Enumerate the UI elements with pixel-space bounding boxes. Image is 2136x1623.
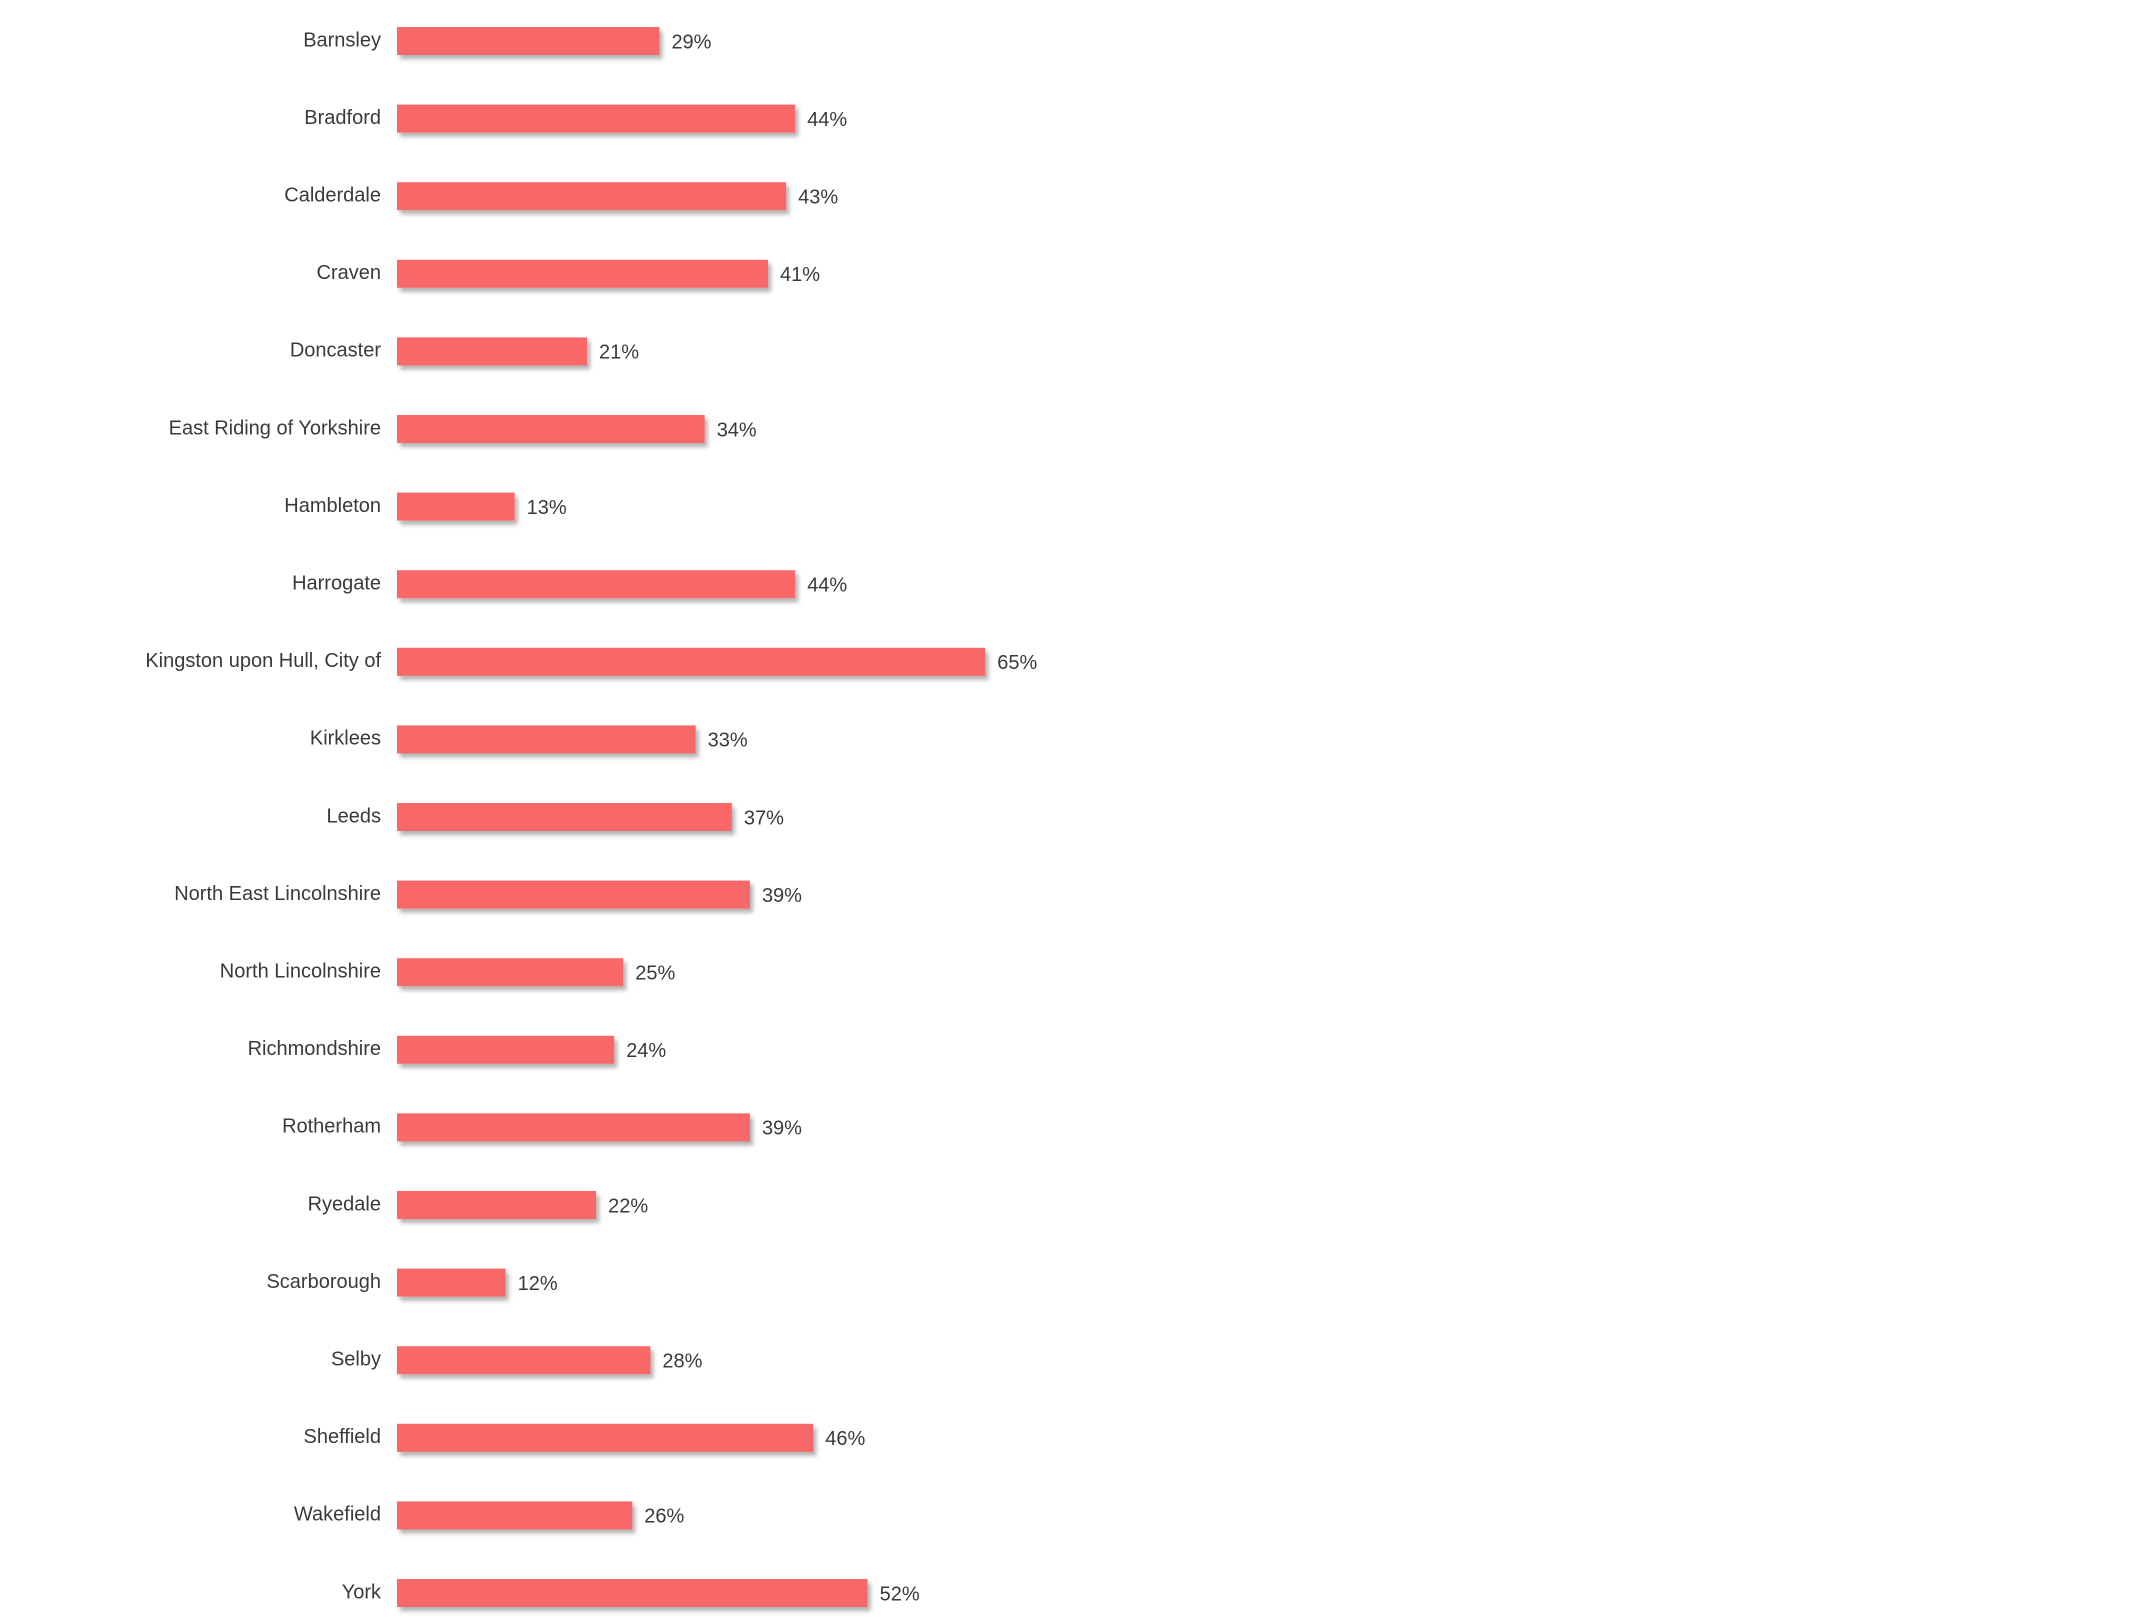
bar-19	[397, 1501, 633, 1530]
category-label-10: Leeds	[327, 805, 382, 827]
bar-4	[397, 337, 588, 366]
value-label-20: 52%	[880, 1583, 920, 1605]
bars-layer	[397, 27, 986, 1607]
bar-11	[397, 880, 750, 909]
category-label-1: Bradford	[304, 107, 381, 129]
value-label-19: 26%	[644, 1506, 684, 1528]
bar-5	[397, 415, 705, 443]
category-label-4: Doncaster	[290, 340, 381, 362]
category-label-6: Hambleton	[284, 495, 381, 517]
value-label-2: 43%	[798, 186, 838, 208]
bar-8	[397, 647, 986, 676]
category-label-12: North Lincolnshire	[220, 960, 381, 982]
category-label-18: Sheffield	[304, 1426, 381, 1448]
category-label-8: Kingston upon Hull, City of	[145, 650, 381, 672]
bar-20	[397, 1579, 868, 1607]
value-label-7: 44%	[807, 574, 847, 596]
bar-12	[397, 958, 624, 987]
category-label-15: Ryedale	[308, 1193, 381, 1215]
bar-1	[397, 104, 796, 133]
category-label-9: Kirklees	[310, 728, 381, 750]
value-label-18: 46%	[825, 1428, 865, 1450]
bar-0	[397, 27, 660, 55]
category-labels-layer: Barnsley Bradford Calderdale Craven Doncaste…	[145, 29, 382, 1603]
value-label-1: 44%	[807, 109, 847, 131]
bar-14	[397, 1113, 750, 1142]
category-label-3: Craven	[317, 262, 381, 284]
bar-6	[397, 492, 515, 521]
category-label-13: Richmondshire	[248, 1038, 381, 1060]
value-label-9: 33%	[708, 730, 748, 752]
value-label-6: 13%	[527, 497, 567, 519]
value-label-12: 25%	[635, 962, 675, 984]
value-label-16: 12%	[518, 1273, 558, 1295]
category-label-2: Calderdale	[284, 184, 381, 206]
category-label-14: Rotherham	[282, 1116, 381, 1138]
category-label-19: Wakefield	[294, 1504, 381, 1526]
category-label-0: Barnsley	[303, 29, 381, 51]
value-label-11: 39%	[762, 885, 802, 907]
value-label-10: 37%	[744, 807, 784, 829]
category-label-20: York	[342, 1581, 382, 1603]
bar-13	[397, 1035, 615, 1064]
value-label-17: 28%	[662, 1350, 702, 1372]
value-label-5: 34%	[717, 419, 757, 441]
category-label-16: Scarborough	[266, 1271, 381, 1293]
value-label-15: 22%	[608, 1195, 648, 1217]
bar-18	[397, 1423, 814, 1452]
category-label-5: East Riding of Yorkshire	[169, 417, 381, 439]
bar-7	[397, 570, 796, 599]
category-label-11: North East Lincolnshire	[174, 883, 381, 905]
bar-17	[397, 1346, 651, 1375]
value-label-3: 41%	[780, 264, 820, 286]
value-label-0: 29%	[671, 31, 711, 53]
value-labels-layer: 29% 44% 43% 41% 21% 34% 13% 44% 65% 33% 37% 39% 25% 2…	[518, 31, 1038, 1605]
bar-3	[397, 259, 769, 288]
value-label-4: 21%	[599, 342, 639, 364]
category-label-17: Selby	[331, 1348, 381, 1370]
bar-9	[397, 725, 696, 754]
bar-2	[397, 182, 787, 211]
category-label-7: Harrogate	[292, 572, 381, 594]
value-label-14: 39%	[762, 1118, 802, 1140]
value-label-8: 65%	[997, 652, 1037, 674]
bar-10	[397, 803, 732, 831]
bar-16	[397, 1268, 506, 1297]
bar-15	[397, 1191, 597, 1219]
value-label-13: 24%	[626, 1040, 666, 1062]
